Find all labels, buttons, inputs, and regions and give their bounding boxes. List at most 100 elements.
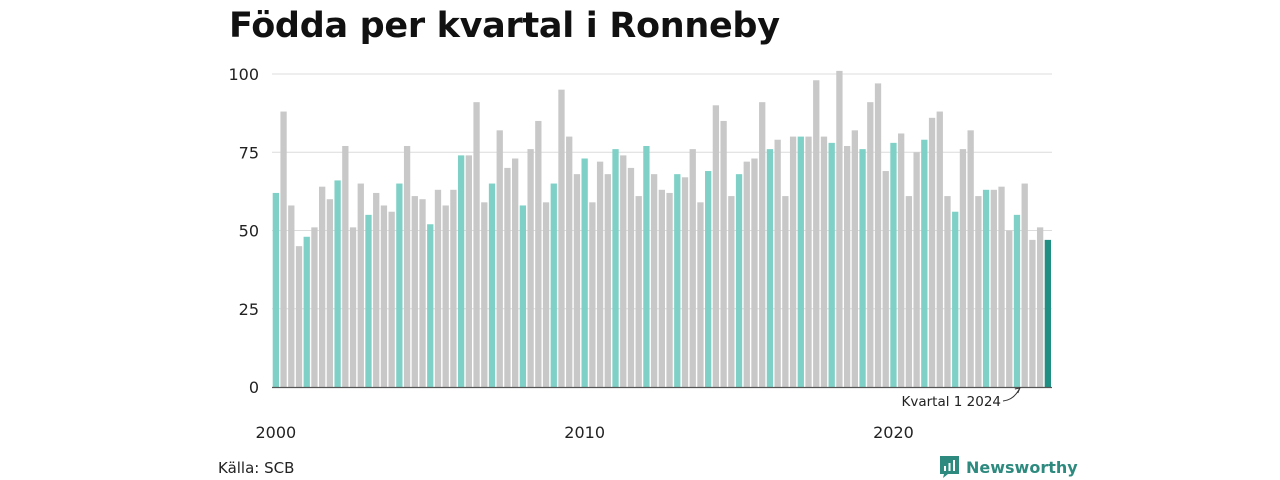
- annotation-arrowhead: [1014, 387, 1021, 394]
- bar: [334, 180, 341, 387]
- bar: [843, 145, 851, 387]
- bar: [998, 186, 1005, 387]
- annotation-arrow: [1002, 387, 1021, 402]
- bar: [735, 174, 743, 387]
- bar: [867, 102, 874, 388]
- bar: [1006, 230, 1013, 387]
- bar: [357, 183, 364, 387]
- bar: [596, 161, 604, 387]
- bar: [380, 205, 388, 387]
- bar: [457, 155, 465, 387]
- bar: [365, 214, 372, 387]
- bar: [1036, 227, 1044, 387]
- y-tick-label: 50: [239, 222, 259, 241]
- annotation-label: Kvartal 1 2024: [901, 394, 1001, 410]
- bar: [1013, 214, 1021, 387]
- bar: [396, 183, 403, 387]
- bar: [882, 171, 889, 387]
- bar: [836, 70, 843, 388]
- bar: [288, 205, 295, 387]
- bars: [272, 70, 1051, 388]
- bar: [589, 202, 596, 387]
- bar: [434, 189, 442, 387]
- chart-title: Födda per kvartal i Ronneby: [229, 6, 780, 46]
- y-tick-label: 25: [239, 300, 259, 319]
- bar: [944, 196, 951, 387]
- bar: [295, 246, 303, 387]
- bar: [504, 167, 511, 387]
- bar: [349, 227, 357, 387]
- x-tick-label: 2010: [564, 423, 605, 442]
- bar: [820, 136, 828, 387]
- bar: [481, 202, 488, 387]
- bar: [496, 130, 503, 387]
- bar: [581, 158, 588, 387]
- bar: [373, 192, 380, 387]
- bar: [751, 158, 758, 387]
- bar: [388, 211, 395, 387]
- bar: [519, 205, 527, 387]
- bar: [674, 174, 681, 387]
- bar: [272, 192, 279, 387]
- annotation: Kvartal 1 2024: [901, 387, 1021, 410]
- bar: [442, 205, 449, 387]
- newsworthy-logo-icon: [940, 456, 959, 478]
- y-axis: 0 25 50 75 100: [228, 65, 259, 397]
- bar: [774, 139, 781, 387]
- bar: [952, 211, 959, 387]
- bar: [627, 167, 635, 387]
- bar: [512, 158, 519, 387]
- bar: [1029, 239, 1036, 387]
- bar: [697, 202, 704, 387]
- y-tick-label: 100: [228, 65, 259, 84]
- bar: [666, 192, 673, 387]
- bar: [743, 161, 750, 387]
- bar: [990, 189, 997, 387]
- bar: [705, 171, 712, 387]
- bar: [1021, 183, 1028, 387]
- bar: [342, 145, 349, 387]
- bar: [828, 142, 835, 387]
- brand-name: Newsworthy: [966, 457, 1078, 477]
- bar: [558, 89, 565, 388]
- y-tick-label: 0: [249, 378, 259, 397]
- bar: [890, 142, 897, 387]
- bar: [967, 130, 974, 387]
- bar: [975, 196, 982, 387]
- bar: [620, 155, 627, 387]
- bar: [851, 130, 858, 387]
- bar: [728, 196, 735, 387]
- bar: [1044, 239, 1051, 387]
- bar: [535, 120, 542, 387]
- bar: [411, 196, 418, 387]
- bar: [959, 149, 967, 387]
- bar: [604, 174, 611, 387]
- bar: [797, 136, 804, 387]
- x-tick-label: 2000: [255, 423, 296, 442]
- bar: [573, 174, 581, 387]
- bar: [319, 186, 326, 387]
- brand: Newsworthy: [939, 455, 1078, 479]
- bar: [936, 111, 943, 387]
- bar: [982, 189, 990, 387]
- bar: [643, 145, 650, 387]
- bar: [542, 202, 550, 387]
- bar: [465, 155, 472, 387]
- bar: [928, 117, 936, 387]
- bar: [303, 236, 310, 387]
- bar: [658, 189, 665, 387]
- source-note: Källa: SCB: [218, 459, 295, 477]
- bar: [782, 196, 789, 387]
- x-axis: 2000 2010 2020: [255, 386, 1052, 442]
- bar: [720, 120, 727, 387]
- bar: [874, 83, 882, 387]
- bar: [566, 136, 573, 387]
- bar: [681, 177, 689, 387]
- bar: [311, 227, 318, 387]
- bar: [921, 139, 928, 387]
- bar: [326, 199, 334, 387]
- bar: [488, 183, 496, 387]
- bar: [712, 105, 720, 388]
- y-tick-label: 75: [239, 143, 259, 162]
